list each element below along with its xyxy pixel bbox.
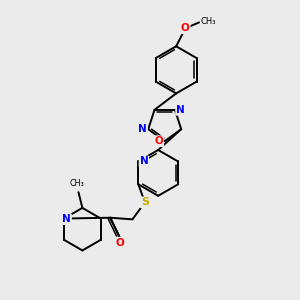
Text: N: N xyxy=(176,105,185,115)
Text: S: S xyxy=(141,197,149,207)
Text: O: O xyxy=(154,136,163,146)
Text: N: N xyxy=(138,124,147,134)
Text: CH₃: CH₃ xyxy=(200,17,216,26)
Text: N: N xyxy=(140,157,148,166)
Text: O: O xyxy=(116,238,124,248)
Text: CH₃: CH₃ xyxy=(70,179,84,188)
Text: O: O xyxy=(181,23,190,33)
Text: N: N xyxy=(62,214,71,224)
